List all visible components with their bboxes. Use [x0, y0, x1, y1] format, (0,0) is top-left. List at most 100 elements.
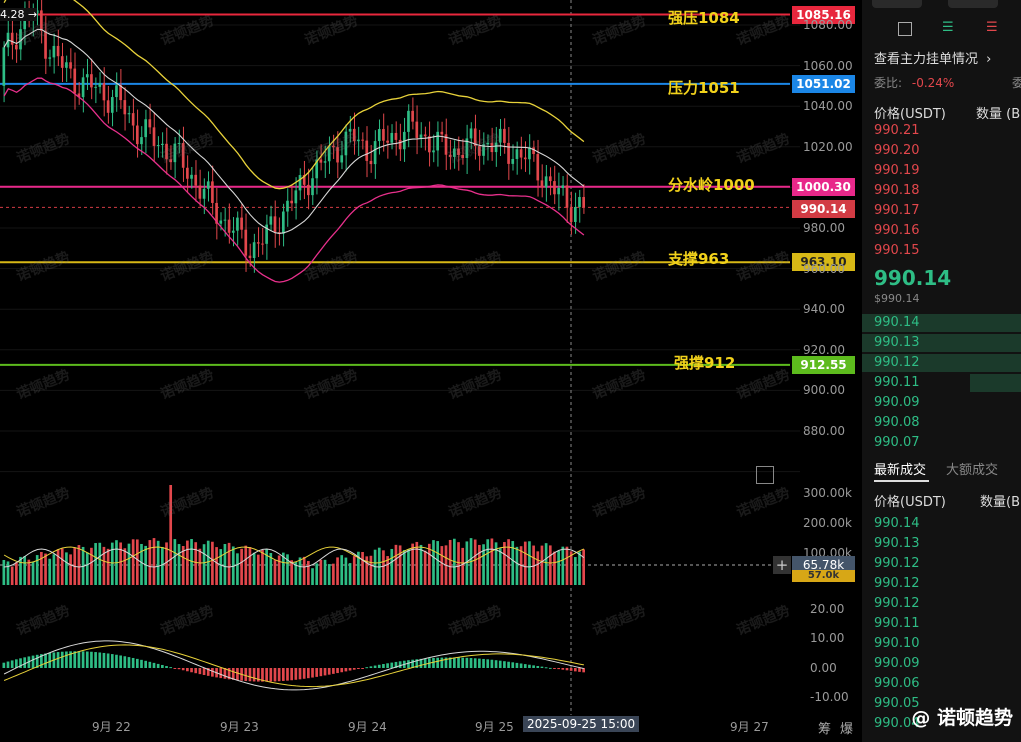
- fullscreen-icon[interactable]: [756, 466, 774, 484]
- bid-row[interactable]: 990.07: [862, 433, 1021, 453]
- ask-row[interactable]: 990.17: [862, 201, 1021, 221]
- ask-row[interactable]: 990.16: [862, 221, 1021, 241]
- volume-bar: [265, 549, 268, 585]
- volume-bar: [578, 551, 581, 585]
- level-label-0: 强压1084: [668, 9, 740, 27]
- bid-row[interactable]: 990.11: [862, 373, 1021, 393]
- trade-row[interactable]: 990.13: [862, 534, 1021, 554]
- layout-both-icon[interactable]: [898, 22, 912, 36]
- panel-tab-button[interactable]: [948, 0, 998, 8]
- main-orders-link[interactable]: 查看主力挂单情况 ›: [874, 52, 992, 67]
- chart-area[interactable]: 4.28 → 强压1084 压力1051 分水岭1000 支撑963 强撑912 108…: [0, 0, 860, 742]
- macd-bar: [377, 664, 381, 668]
- bid-row[interactable]: 990.08: [862, 413, 1021, 433]
- candle-body: [73, 68, 77, 94]
- macd-bar: [173, 668, 177, 669]
- trade-row[interactable]: 990.12: [862, 554, 1021, 574]
- tab-latest-underline: [874, 480, 929, 482]
- trade-row[interactable]: 990.05: [862, 694, 1021, 714]
- macd-bar: [461, 657, 465, 668]
- ask-row[interactable]: 990.21: [862, 121, 1021, 141]
- macd-bar: [544, 667, 548, 669]
- candle-body: [461, 154, 465, 158]
- candle-body: [161, 143, 164, 146]
- candle-body: [411, 110, 414, 122]
- trade-row[interactable]: 990.09: [862, 654, 1021, 674]
- volume-bar: [85, 552, 89, 585]
- candle-body: [40, 10, 43, 31]
- candle-body: [10, 32, 14, 45]
- candle-body: [252, 242, 256, 259]
- date-axis-label: 9月 25: [475, 720, 514, 734]
- volume-bar: [357, 551, 360, 585]
- candle-body: [436, 131, 439, 151]
- volume-bar: [394, 544, 398, 585]
- layout-asks-icon[interactable]: ☰: [986, 20, 998, 35]
- price-axis-label: 940.00: [803, 302, 845, 317]
- macd-bar: [110, 654, 114, 668]
- trade-row[interactable]: 990.14: [862, 514, 1021, 534]
- candle-body: [344, 131, 348, 156]
- volume-bar: [10, 566, 14, 585]
- candle-body: [186, 167, 189, 179]
- bid-row[interactable]: 990.12: [862, 353, 1021, 373]
- ask-row[interactable]: 990.15: [862, 241, 1021, 261]
- volume-bar: [461, 547, 465, 585]
- macd-bar: [231, 668, 235, 680]
- volume-bar: [536, 551, 540, 585]
- macd-bar: [236, 668, 239, 681]
- chips-icon[interactable]: 筹: [818, 722, 832, 737]
- candlestick-chart[interactable]: [0, 0, 860, 742]
- trade-row[interactable]: 990.12: [862, 594, 1021, 614]
- candle-body: [177, 142, 181, 144]
- macd-bar: [511, 662, 515, 668]
- tab-latest-trades[interactable]: 最新成交: [874, 463, 927, 478]
- candle-body: [453, 148, 456, 157]
- trade-row[interactable]: 990.10: [862, 634, 1021, 654]
- macd-bar: [131, 657, 135, 668]
- panel-tab-button[interactable]: [872, 0, 922, 8]
- bid-row[interactable]: 990.14: [862, 313, 1021, 333]
- bid-row[interactable]: 990.09: [862, 393, 1021, 413]
- volume-bar: [494, 542, 498, 585]
- tab-large-trades[interactable]: 大额成交: [946, 463, 999, 478]
- volume-ma-tag: 57.0k: [792, 570, 855, 582]
- macd-bar: [69, 651, 72, 668]
- top-left-value: 4.28 →: [0, 8, 38, 21]
- macd-bar: [503, 661, 506, 668]
- candle-body: [423, 134, 427, 137]
- ask-row[interactable]: 990.19: [862, 161, 1021, 181]
- candle-body: [340, 155, 344, 163]
- trade-row[interactable]: 990.12: [862, 574, 1021, 594]
- row-price: 990.14: [874, 315, 920, 330]
- macd-bar: [440, 657, 444, 668]
- volume-bar: [290, 560, 293, 585]
- volume-bar: [69, 554, 72, 585]
- macd-bar: [361, 668, 364, 669]
- ask-row[interactable]: 990.20: [862, 141, 1021, 161]
- row-price: 990.07: [874, 435, 920, 450]
- candle-body: [519, 149, 523, 158]
- volume-bar: [294, 561, 298, 585]
- candle-body: [206, 181, 210, 189]
- volume-bar: [240, 548, 243, 585]
- candle-body: [173, 143, 177, 163]
- trade-row[interactable]: 990.04: [862, 714, 1021, 734]
- crosshair-plus-icon[interactable]: +: [773, 556, 791, 574]
- layout-bids-icon[interactable]: ☰: [942, 20, 954, 35]
- macd-bar: [265, 668, 268, 682]
- liquidation-icon[interactable]: 爆: [840, 722, 854, 737]
- macd-bar: [457, 657, 460, 668]
- macd-bar: [35, 654, 39, 668]
- trade-row[interactable]: 990.11: [862, 614, 1021, 634]
- macd-bar: [56, 652, 60, 668]
- macd-bar: [65, 651, 68, 668]
- volume-bar: [177, 544, 181, 585]
- macd-bar: [323, 668, 327, 676]
- candle-body: [569, 207, 573, 222]
- bid-row[interactable]: 990.13: [862, 333, 1021, 353]
- orderbook-panel: ☰ ☰ 查看主力挂单情况 › 委比: -0.24% 委 价格(USDT) 数量 …: [862, 0, 1021, 742]
- volume-bar: [202, 544, 206, 585]
- trade-row[interactable]: 990.06: [862, 674, 1021, 694]
- ask-row[interactable]: 990.18: [862, 181, 1021, 201]
